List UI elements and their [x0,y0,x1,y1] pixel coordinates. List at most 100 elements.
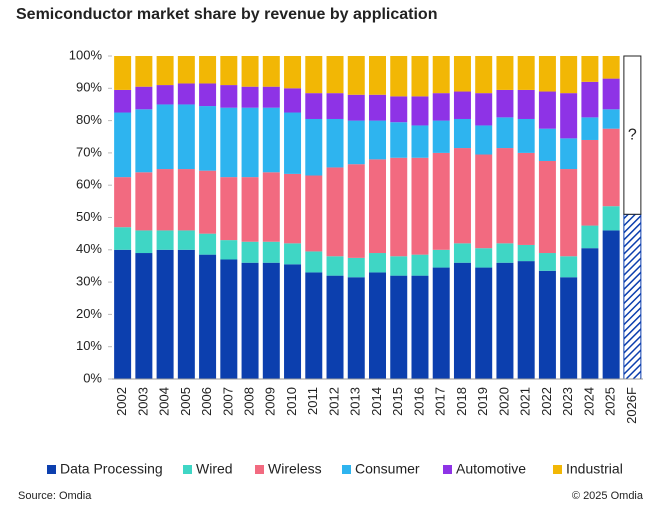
bar-segment [475,93,493,126]
bar-segment [453,118,471,149]
bar-segment [369,56,386,95]
bar-segment [262,172,280,242]
bar-segment [262,107,280,173]
bar-segment [560,169,578,257]
bar-segment [156,104,174,170]
x-tick-label: 2008 [241,387,256,416]
bar-segment [496,117,514,149]
x-tick-label: 2011 [305,387,320,415]
bar-segment [220,56,238,86]
x-tick-label: 2002 [114,387,129,416]
x-tick-label: 2016 [411,387,426,416]
bar-segment [177,56,195,84]
bar-segment [432,120,450,153]
legend-label: Wireless [268,461,322,477]
bar-segment [475,56,493,94]
x-tick-label: 2026F [624,387,639,424]
bar-segment [602,206,620,231]
x-tick-label: 2019 [475,387,490,416]
bar-segment [475,248,493,268]
bar-segment [411,157,429,255]
bar-segment [262,56,280,87]
bar-segment [177,83,195,105]
bar-segment [453,56,471,92]
legend-label: Data Processing [60,461,163,477]
bar-segment [199,170,217,234]
bar-segment [496,56,514,90]
bar-segment [220,240,238,260]
bar-segment [199,106,217,171]
bar-segment [305,251,323,273]
x-tick-label: 2007 [220,387,235,416]
bar-segment [432,249,450,268]
bar-segment [241,56,259,87]
y-tick-label: 30% [76,274,102,289]
bar-segment [114,227,132,250]
bar-segment [326,167,344,257]
bar-segment [305,175,323,252]
bar-segment [369,94,386,121]
bar-segment [411,96,429,126]
source: Source: Omdia [18,490,92,502]
bar-segment [538,56,556,92]
bar-segment [135,172,153,231]
x-tick-label: 2018 [454,387,469,416]
bar-segment [220,85,238,108]
bar-segment [156,230,174,250]
bar-segment [538,270,556,379]
y-tick-label: 20% [76,306,102,321]
bar-segment [156,249,174,379]
legend-label: Industrial [566,461,623,477]
x-tick-label: 2020 [496,387,511,416]
bar-segment [135,56,153,87]
bar-segment [496,262,514,379]
bar-segment [305,272,323,379]
bar-segment [581,248,599,379]
copyright: © 2025 Omdia [572,490,644,502]
bar-segment [284,112,302,174]
bar-segment [602,230,620,379]
chart-title: Semiconductor market share by revenue by… [16,6,437,23]
bar-segment [114,249,132,379]
bar-segment [284,56,302,89]
bar-segment [432,56,450,94]
bar-segment [135,230,153,254]
bar-segment [305,56,323,94]
bar-segment [156,56,174,86]
y-tick-label: 0% [83,370,102,385]
bar-segment [284,173,302,244]
bar-segment [538,91,556,129]
bar-segment [496,89,514,118]
legend-swatch [553,465,562,474]
legend-label: Consumer [355,461,420,477]
bar-segment [199,56,217,84]
bar-segment [114,89,132,113]
bar-segment [602,56,620,79]
bar-segment [517,244,535,262]
x-tick-label: 2024 [581,387,596,416]
x-tick-label: 2006 [199,387,214,416]
bar-segment [538,253,556,271]
y-tick-label: 80% [76,112,102,127]
bar-segment [347,277,365,379]
bar-segment [284,243,302,265]
bar-segment [538,160,556,254]
bar-segment [369,253,386,273]
bar-segment [496,148,514,244]
bar-segment [262,262,280,379]
bar-segment [135,86,153,110]
x-tick-label: 2023 [560,387,575,416]
x-tick-label: 2021 [518,387,533,416]
bar-segment [390,275,408,379]
bar-segment [411,275,429,379]
bar-segment [241,262,259,379]
unknown-box [623,55,642,215]
y-tick-label: 10% [76,338,102,353]
bar-segment [347,56,365,95]
legend-swatch [183,465,192,474]
bar-segment [390,157,408,257]
bar-segment [432,93,450,121]
bar-segment [262,86,280,108]
x-tick-label: 2014 [369,387,384,416]
